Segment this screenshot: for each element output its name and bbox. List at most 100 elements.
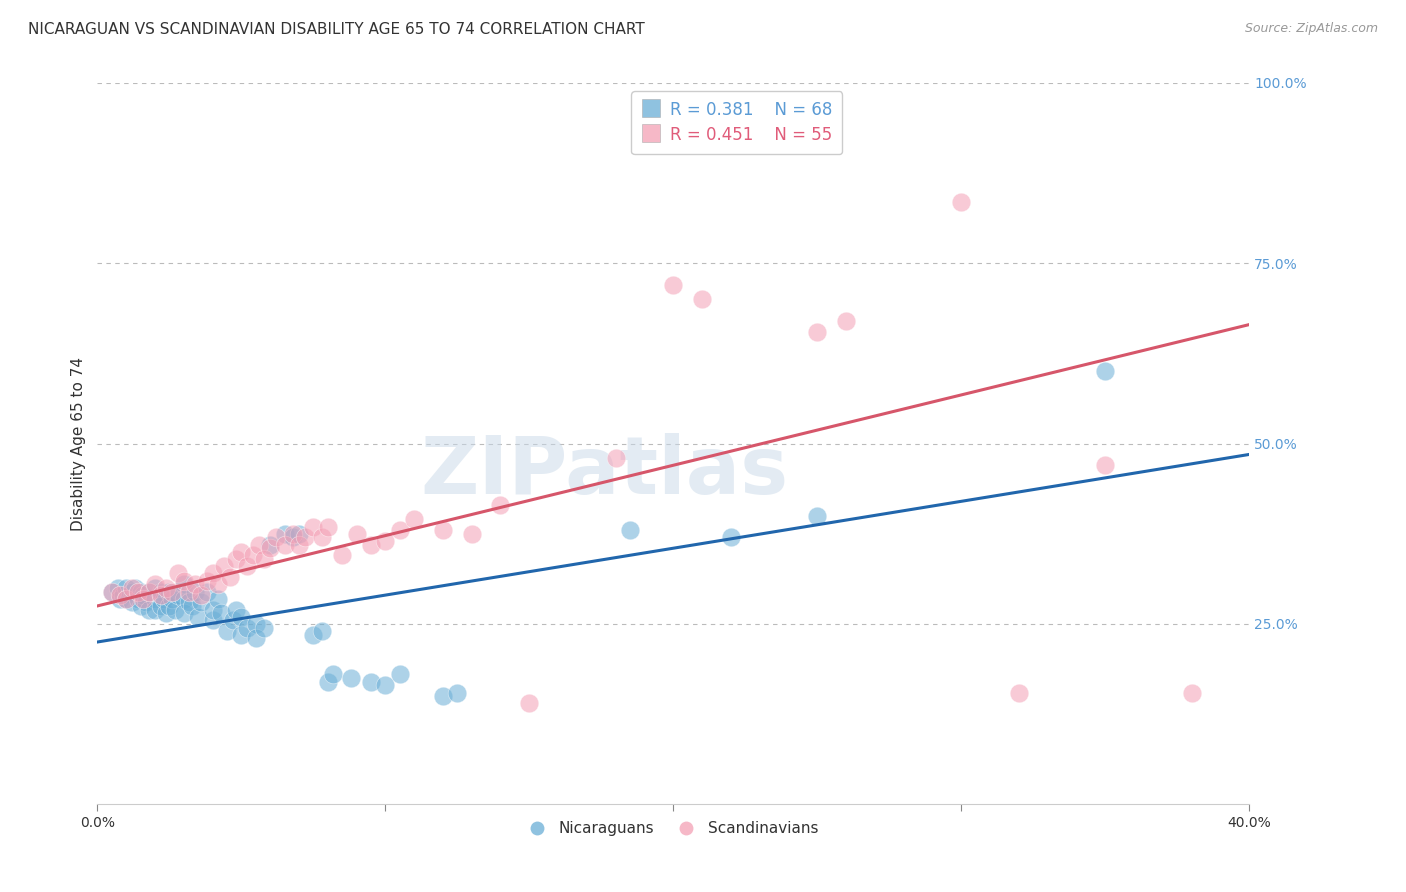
Point [143,591,166,606]
Point [1180,685,1202,699]
Point [167,588,190,602]
Point [143,581,166,595]
Point [1094,364,1116,378]
Point [253,621,276,635]
Point [127,591,149,606]
Point [236,621,259,635]
Point [294,530,316,544]
Point [316,519,339,533]
Point [236,559,259,574]
Point [231,628,253,642]
Point [127,584,149,599]
Point [360,538,382,552]
Point [160,584,183,599]
Point [215,624,238,639]
Point [207,577,229,591]
Point [316,674,339,689]
Point [374,534,396,549]
Point [100,584,122,599]
Point [121,584,143,599]
Point [138,602,160,616]
Point [720,530,742,544]
Point [115,581,138,595]
Point [160,591,183,606]
Point [181,599,204,613]
Point [374,678,396,692]
Point [322,667,344,681]
Point [165,602,187,616]
Point [221,613,243,627]
Point [167,566,190,581]
Point [311,624,333,639]
Point [245,617,267,632]
Point [184,577,207,591]
Point [690,293,713,307]
Point [110,591,132,606]
Point [110,588,132,602]
Point [330,549,353,563]
Point [388,667,411,681]
Point [346,526,368,541]
Point [195,574,218,588]
Point [1008,685,1031,699]
Point [283,530,305,544]
Point [121,581,143,595]
Point [225,552,247,566]
Point [288,526,311,541]
Point [242,549,264,563]
Point [143,577,166,591]
Text: Source: ZipAtlas.com: Source: ZipAtlas.com [1244,22,1378,36]
Point [517,696,540,710]
Point [107,581,129,595]
Point [155,581,177,595]
Point [662,277,685,292]
Point [149,588,172,602]
Point [231,545,253,559]
Point [155,606,177,620]
Point [247,538,270,552]
Point [950,194,973,209]
Point [605,451,627,466]
Point [115,591,138,606]
Point [209,606,232,620]
Point [121,595,143,609]
Point [619,523,641,537]
Point [489,498,512,512]
Point [149,584,172,599]
Y-axis label: Disability Age 65 to 74: Disability Age 65 to 74 [72,357,86,531]
Point [311,530,333,544]
Point [245,632,267,646]
Point [273,538,295,552]
Text: ZIPatlas: ZIPatlas [420,434,789,511]
Text: NICARAGUAN VS SCANDINAVIAN DISABILITY AGE 65 TO 74 CORRELATION CHART: NICARAGUAN VS SCANDINAVIAN DISABILITY AG… [28,22,645,37]
Point [201,602,224,616]
Point [218,570,240,584]
Point [388,523,411,537]
Point [138,584,160,599]
Point [273,526,295,541]
Point [339,671,361,685]
Point [259,541,281,556]
Point [264,530,287,544]
Point [259,538,281,552]
Point [190,588,212,602]
Point [112,588,135,602]
Point [302,628,325,642]
Point [302,519,325,533]
Point [225,602,247,616]
Legend: Nicaraguans, Scandinavians: Nicaraguans, Scandinavians [520,814,825,844]
Point [187,609,209,624]
Point [173,591,195,606]
Point [360,674,382,689]
Point [124,581,146,595]
Point [138,584,160,599]
Point [173,577,195,591]
Point [207,591,229,606]
Point [100,584,122,599]
Point [212,559,235,574]
Point [184,584,207,599]
Point [152,591,174,606]
Point [404,512,426,526]
Point [157,599,180,613]
Point [201,566,224,581]
